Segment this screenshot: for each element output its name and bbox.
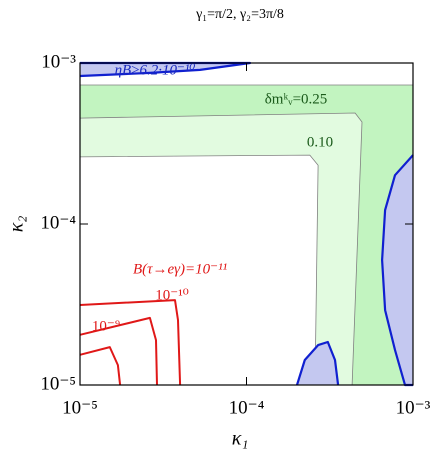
- contour-region: [80, 63, 250, 76]
- annotation: δmᵏᵥ=0.25: [265, 91, 328, 107]
- chart-title: γ₁=π/2, γ₂=3π/8: [195, 7, 284, 22]
- contour-line: [381, 154, 414, 387]
- contour-line: [79, 316, 158, 386]
- annotation: 10⁻¹⁰: [155, 287, 188, 303]
- annotation: B(τ→eγ)=10⁻¹¹: [133, 261, 228, 277]
- contour-region: [80, 155, 319, 385]
- annotation: 10⁻⁹: [92, 318, 120, 334]
- y-tick-label: 10⁻⁵: [40, 373, 76, 394]
- y-tick-label: 10⁻³: [41, 51, 76, 72]
- x-axis-label: κ₁: [232, 428, 249, 450]
- x-tick-label: 10⁻⁵: [62, 397, 98, 418]
- x-tick-label: 10⁻³: [396, 397, 431, 418]
- annotation: 0.10: [307, 134, 333, 150]
- contour-line: [295, 340, 340, 386]
- contour-line: [79, 346, 122, 386]
- x-tick-label: 10⁻⁴: [229, 397, 265, 418]
- y-axis-label: κ₂: [6, 216, 28, 233]
- y-tick-label: 10⁻⁴: [40, 212, 76, 233]
- contour-region: [297, 342, 339, 385]
- contour-line: [79, 299, 182, 386]
- annotation: ηB≥6.2·10⁻¹⁰: [115, 62, 196, 78]
